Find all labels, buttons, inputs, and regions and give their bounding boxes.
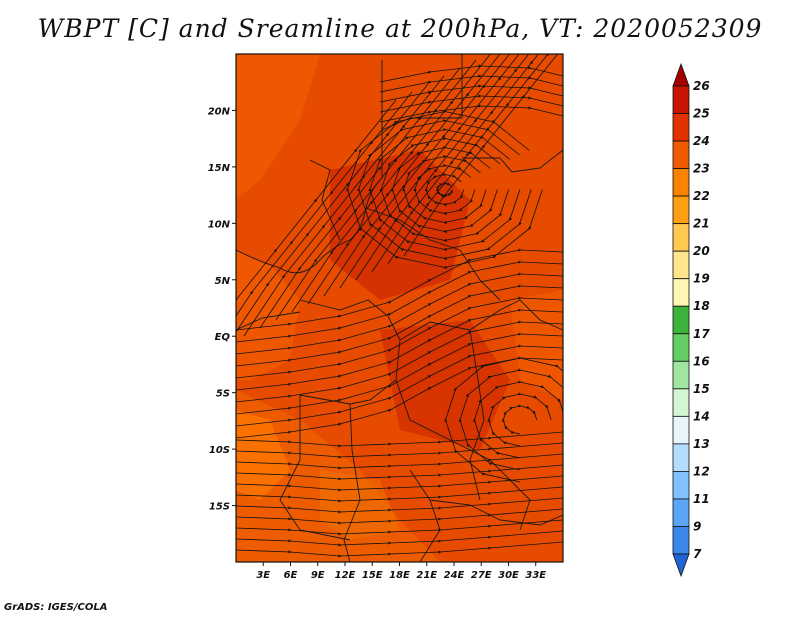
streamline	[379, 104, 563, 123]
colorbar: 26 25 24 23 22 21 20 19 18 17 16 15 14 13 12 11 9 7	[672, 62, 710, 578]
colorbar-bottom-arrow	[672, 553, 690, 578]
colorbar-label: 15	[693, 382, 710, 396]
lon-tick-label: 27E	[471, 570, 492, 581]
chart-title: WBPT [C] and Sreamline at 200hPa, VT: 20…	[37, 14, 763, 43]
longitude-axis: 3E 6E 9E 12E 15E 18E 21E 24E 27E 30E 33E	[256, 562, 546, 581]
map-area	[236, 54, 563, 562]
colorbar-segment	[672, 278, 690, 307]
colorbar-label: 13	[693, 437, 710, 451]
streamline	[379, 64, 563, 83]
colorbar-segment	[672, 85, 690, 114]
streamline	[236, 519, 563, 536]
lat-tick-label: 10N	[208, 219, 231, 230]
colorbar-top-arrow	[672, 62, 690, 87]
lat-tick-label: 15N	[208, 163, 231, 174]
streamline	[236, 508, 563, 525]
colorbar-label: 9	[693, 519, 701, 533]
colorbar-label: 19	[693, 272, 710, 286]
colorbar-segment	[672, 443, 690, 472]
lon-tick-label: 6E	[284, 570, 298, 581]
colorbar-segment	[672, 471, 690, 500]
streamline	[236, 486, 563, 503]
colorbar-segment	[672, 333, 690, 362]
colorbar-segment	[672, 168, 690, 197]
colorbar-segment	[672, 140, 690, 169]
lon-tick-label: 15E	[362, 570, 383, 581]
lat-tick-label: EQ	[215, 332, 231, 343]
colorbar-segment	[672, 250, 690, 280]
colorbar-label: 11	[693, 492, 710, 506]
colorbar-segment	[672, 223, 690, 252]
streamline	[379, 74, 563, 93]
streamline	[236, 530, 563, 547]
colorbar-label: 20	[693, 244, 710, 258]
colorbar-label: 21	[693, 217, 710, 231]
colorbar-label: 22	[693, 189, 710, 203]
colorbar-label: 25	[693, 107, 710, 121]
lon-tick-label: 9E	[311, 570, 325, 581]
colorbar-label: 24	[693, 134, 710, 148]
wbpt-shade-patch	[236, 410, 290, 500]
colorbar-label: 14	[693, 409, 710, 423]
colorbar-segment	[672, 360, 690, 390]
colorbar-label: 7	[693, 547, 702, 561]
grads-credit: GrADS: IGES/COLA	[4, 602, 108, 613]
colorbar-segment	[672, 305, 690, 335]
streamlines	[236, 54, 563, 558]
colorbar-segment	[672, 388, 690, 417]
lon-tick-label: 24E	[444, 570, 465, 581]
lon-tick-label: 30E	[498, 570, 519, 581]
lat-tick-label: 5S	[216, 389, 230, 400]
streamline	[236, 497, 563, 514]
colorbar-segment	[672, 415, 690, 445]
lon-tick-label: 18E	[389, 570, 410, 581]
lon-tick-label: 21E	[416, 570, 437, 581]
lat-tick-label: 5N	[215, 276, 231, 287]
latitude-axis: 20N 15N 10N 5N EQ 5S 10S 15S	[208, 106, 236, 513]
colorbar-label: 26	[693, 79, 710, 93]
lat-tick-label: 15S	[209, 502, 230, 513]
border-line	[236, 311, 301, 331]
colorbar-segment	[672, 498, 690, 527]
streamline	[444, 356, 563, 483]
colorbar-label: 17	[693, 327, 710, 341]
colorbar-segment	[672, 113, 690, 142]
colorbar-segment	[672, 526, 690, 555]
colorbar-label: 18	[693, 299, 710, 313]
lat-tick-label: 20N	[208, 106, 231, 117]
lat-tick-label: 10S	[209, 445, 230, 456]
lon-tick-label: 3E	[256, 570, 270, 581]
streamline	[379, 94, 563, 113]
lon-tick-label: 12E	[335, 570, 356, 581]
colorbar-segment	[672, 195, 690, 225]
colorbar-label: 23	[693, 162, 710, 176]
streamline	[379, 84, 563, 103]
lon-tick-label: 33E	[525, 570, 546, 581]
streamline	[236, 475, 563, 492]
streamline	[236, 541, 563, 558]
colorbar-label: 12	[693, 464, 710, 478]
colorbar-label: 16	[693, 354, 710, 368]
